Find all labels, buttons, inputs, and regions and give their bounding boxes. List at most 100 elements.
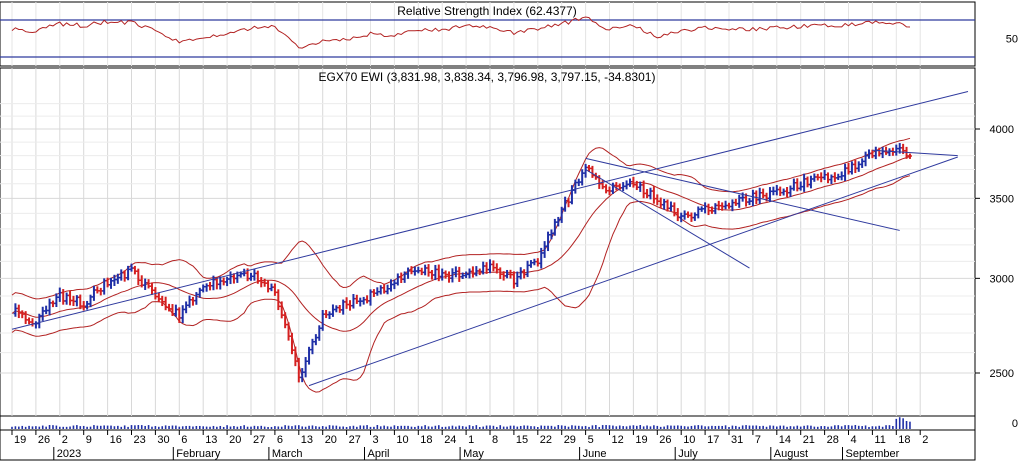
volume-bar	[93, 425, 95, 429]
volume-bar	[175, 425, 177, 429]
volume-bar	[506, 426, 508, 429]
volume-bar	[748, 425, 751, 429]
volume-bar	[704, 426, 706, 429]
volume-bar	[219, 425, 222, 429]
volume-bar	[803, 425, 805, 429]
volume-bar	[847, 425, 850, 429]
volume-bar	[342, 426, 344, 429]
volume-bar	[69, 426, 71, 429]
volume-bar	[837, 425, 840, 429]
volume-bar	[257, 426, 259, 429]
volume-bar	[24, 426, 27, 429]
volume-bar	[769, 425, 771, 429]
trendline-descending	[585, 157, 900, 231]
volume-bar	[854, 425, 857, 429]
volume-bar	[72, 425, 75, 429]
volume-bar	[410, 426, 413, 429]
volume-bar	[369, 426, 372, 429]
volume-bar	[519, 425, 522, 429]
volume-bar	[434, 425, 437, 429]
x-tick-label: 4	[851, 434, 857, 446]
volume-bar	[376, 425, 379, 429]
x-tick-label: 12	[612, 434, 624, 446]
volume-bar	[779, 425, 782, 429]
trendline-lower-channel	[308, 156, 958, 387]
volume-bar	[707, 426, 710, 429]
x-tick-label: 19	[635, 434, 647, 446]
volume-bar	[857, 425, 860, 429]
x-axis-panel	[0, 429, 976, 461]
volume-bar	[127, 426, 129, 429]
volume-bar	[741, 425, 744, 429]
volume-bar	[448, 426, 450, 429]
volume-bar	[502, 426, 505, 429]
volume-bar	[195, 425, 198, 429]
volume-bar	[117, 425, 119, 429]
x-tick-label: 8	[492, 434, 498, 446]
volume-bar	[902, 418, 904, 429]
month-label: September	[846, 448, 900, 460]
volume-bar	[799, 426, 802, 429]
volume-bar	[62, 426, 65, 429]
x-tick-label: 31	[731, 434, 743, 446]
volume-bar	[622, 426, 624, 429]
volume-bar	[762, 425, 764, 429]
volume-y-tick-label: 0	[1012, 418, 1018, 430]
x-tick-label: 6	[277, 434, 283, 446]
volume-bar	[243, 425, 245, 429]
volume-bar	[895, 418, 898, 429]
volume-bar	[352, 425, 355, 429]
volume-bar	[786, 426, 788, 429]
volume-bar	[864, 425, 867, 429]
volume-bar	[18, 426, 20, 429]
volume-bar	[181, 426, 184, 429]
volume-bar	[806, 425, 809, 429]
volume-bar	[277, 426, 280, 429]
volume-bar	[362, 425, 365, 429]
x-tick-label: 22	[540, 434, 552, 446]
volume-bar	[554, 426, 556, 429]
volume-bar	[868, 426, 870, 429]
volume-bar	[154, 426, 157, 429]
volume-bar	[383, 425, 385, 429]
volume-bar	[99, 425, 102, 429]
volume-bar	[537, 426, 539, 429]
x-tick-label: 20	[325, 434, 337, 446]
volume-bar	[496, 426, 498, 429]
x-tick-label: 5	[588, 434, 594, 446]
volume-bar	[721, 425, 723, 429]
volume-bar	[236, 426, 239, 429]
volume-bar	[164, 425, 167, 429]
axis-layer: 19 26 2 9 16 23 30 6 13 20 27 6 13 20 27 3 10 18 24 1 8 15 22 2…	[11, 34, 1018, 460]
volume-bar	[878, 425, 881, 429]
volume-bar	[888, 425, 891, 429]
volume-bar	[161, 426, 164, 429]
volume-bar	[420, 426, 423, 429]
volume-bar	[827, 426, 829, 429]
volume-bar	[304, 426, 307, 429]
x-tick-label: 21	[803, 434, 815, 446]
volume-bar	[772, 425, 775, 429]
volume-bar	[31, 426, 34, 429]
volume-bar	[810, 425, 812, 429]
volume-bar	[670, 425, 672, 429]
month-label: March	[272, 448, 303, 460]
volume-bar	[178, 426, 181, 429]
volume-bar	[489, 425, 491, 429]
price-layer	[11, 90, 969, 393]
volume-bar	[526, 425, 529, 429]
volume-bar	[393, 425, 396, 429]
volume-bar	[267, 426, 269, 429]
x-tick-label: 1	[468, 434, 474, 446]
volume-bar	[588, 426, 590, 429]
volume-bar	[120, 426, 123, 429]
volume-bar	[656, 425, 659, 429]
volume-bar	[222, 426, 225, 429]
volume-bar	[697, 425, 700, 429]
volume-bar	[861, 426, 863, 429]
x-tick-label: 2	[922, 434, 928, 446]
volume-bar	[113, 426, 116, 429]
x-tick-label: 23	[134, 434, 146, 446]
volume-bar	[598, 426, 601, 429]
volume-bar	[338, 426, 341, 429]
